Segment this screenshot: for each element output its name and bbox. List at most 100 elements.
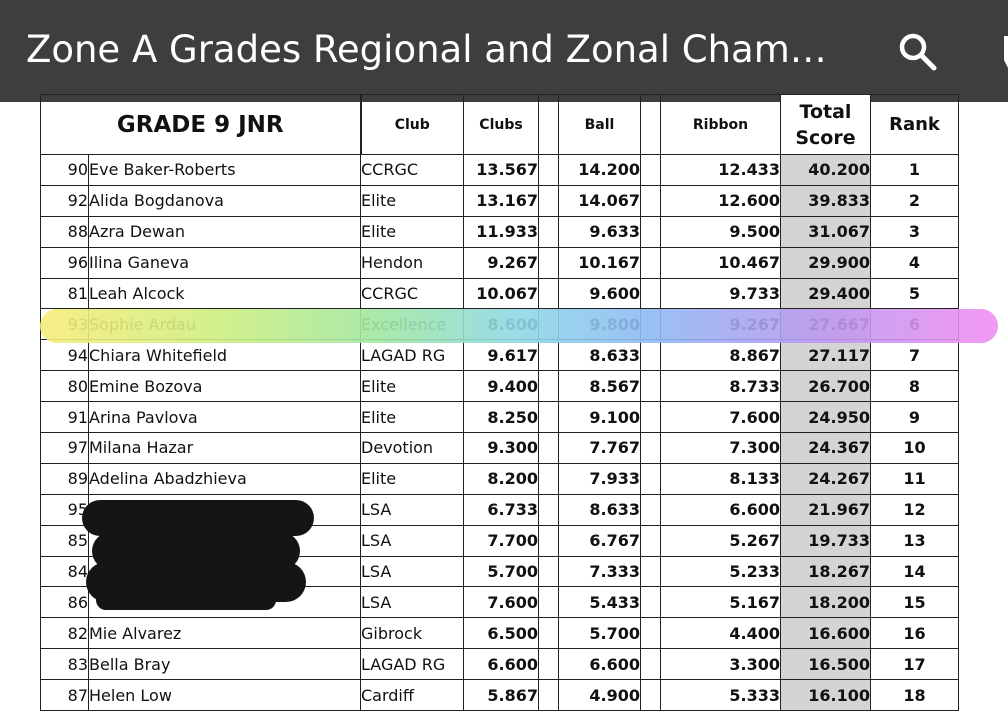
col-spacer	[538, 277, 559, 310]
ribbon-score: 5.167	[660, 586, 781, 619]
rank-value: 9	[870, 401, 959, 434]
col-spacer	[538, 370, 559, 403]
col-spacer	[640, 277, 661, 310]
total-score: 29.400	[780, 277, 871, 310]
table-row: 92 Alida Bogdanova Elite 13.167 14.067 12.600…	[40, 184, 959, 217]
col-spacer	[640, 94, 661, 155]
gymnast-name: Arina Pavlova	[88, 401, 361, 434]
clubs-score: 10.067	[463, 277, 539, 310]
col-spacer	[640, 432, 661, 464]
club-name: Gibrock	[360, 617, 464, 650]
total-score: 18.200	[780, 586, 871, 619]
ribbon-score: 12.600	[660, 184, 781, 217]
club-name: LSA	[360, 493, 464, 526]
results-table: GRADE 9 JNR Club Clubs Ball Ribbon Total…	[40, 94, 959, 712]
table-row: 89 Adelina Abadzhieva Elite 8.200 7.933 8.133…	[40, 462, 959, 495]
entry-number: 83	[40, 648, 89, 681]
club-name: LAGAD RG	[360, 648, 464, 681]
gymnast-name: Ilina Ganeva	[88, 246, 361, 279]
entry-number: 92	[40, 184, 89, 217]
col-spacer	[640, 648, 661, 681]
ball-score: 7.933	[558, 462, 641, 495]
gymnast-name: Leah Alcock	[88, 277, 361, 310]
clubs-score: 5.700	[463, 555, 539, 588]
clubs-score: 13.567	[463, 154, 539, 186]
ball-score: 6.767	[558, 524, 641, 557]
entry-number: 97	[40, 432, 89, 464]
entry-number: 88	[40, 215, 89, 248]
ribbon-score: 8.867	[660, 339, 781, 372]
club-name: Hendon	[360, 246, 464, 279]
gymnast-name: Chiara Whitefield	[88, 339, 361, 372]
col-spacer	[640, 555, 661, 588]
rank-value: 11	[870, 462, 959, 495]
table-row: 94 Chiara Whitefield LAGAD RG 9.617 8.633 8.8…	[40, 339, 959, 372]
col-club-header: Club	[360, 94, 464, 155]
gymnast-name: Milana Hazar	[88, 432, 361, 464]
ribbon-score: 8.133	[660, 462, 781, 495]
table-row: 90 Eve Baker-Roberts CCRGC 13.567 14.200 12.4…	[40, 154, 959, 186]
col-ribbon-header: Ribbon	[660, 94, 781, 155]
entry-number: 85	[40, 524, 89, 557]
app-bar: Zone A Grades Regional and Zonal Cham…	[0, 0, 1008, 102]
col-spacer	[640, 462, 661, 495]
gymnast-name: Adelina Abadzhieva	[88, 462, 361, 495]
ribbon-score: 5.333	[660, 679, 781, 712]
col-spacer	[538, 401, 559, 434]
clubs-score: 6.500	[463, 617, 539, 650]
col-spacer	[640, 246, 661, 279]
ball-score: 9.600	[558, 277, 641, 310]
col-spacer	[640, 215, 661, 248]
entry-number: 81	[40, 277, 89, 310]
table-row: 97 Milana Hazar Devotion 9.300 7.767 7.300 24.…	[40, 432, 959, 464]
col-spacer	[640, 524, 661, 557]
ribbon-score: 7.600	[660, 401, 781, 434]
document-title: Zone A Grades Regional and Zonal Cham…	[26, 28, 827, 71]
table-row: 96 Ilina Ganeva Hendon 9.267 10.167 10.467 29.…	[40, 246, 959, 279]
ball-score: 5.700	[558, 617, 641, 650]
rank-value: 5	[870, 277, 959, 310]
total-header-line2: Score	[795, 126, 856, 149]
col-spacer	[538, 432, 559, 464]
rank-value: 10	[870, 432, 959, 464]
col-spacer	[640, 339, 661, 372]
entry-number: 89	[40, 462, 89, 495]
rank-value: 2	[870, 184, 959, 217]
total-header-line1: Total	[799, 100, 852, 123]
clubs-score: 6.733	[463, 493, 539, 526]
total-score: 16.500	[780, 648, 871, 681]
entry-number: 91	[40, 401, 89, 434]
total-score: 24.367	[780, 432, 871, 464]
entry-number: 90	[40, 154, 89, 186]
col-total-header: Total Score	[780, 94, 871, 155]
total-score: 31.067	[780, 215, 871, 248]
col-spacer	[538, 215, 559, 248]
club-name: LSA	[360, 524, 464, 557]
table-row: 82 Mie Alvarez Gibrock 6.500 5.700 4.400 16.60…	[40, 617, 959, 650]
col-spacer	[640, 586, 661, 619]
ribbon-score: 5.267	[660, 524, 781, 557]
club-name: LSA	[360, 586, 464, 619]
clubs-score: 13.167	[463, 184, 539, 217]
col-spacer	[640, 154, 661, 186]
rank-value: 17	[870, 648, 959, 681]
club-name: Elite	[360, 184, 464, 217]
clubs-score: 8.250	[463, 401, 539, 434]
ribbon-score: 9.733	[660, 277, 781, 310]
col-spacer	[640, 401, 661, 434]
ribbon-score: 5.233	[660, 555, 781, 588]
search-icon[interactable]	[894, 28, 940, 74]
rank-value: 4	[870, 246, 959, 279]
total-score: 16.100	[780, 679, 871, 712]
ribbon-score: 6.600	[660, 493, 781, 526]
club-name: Devotion	[360, 432, 464, 464]
ball-score: 14.200	[558, 154, 641, 186]
ribbon-score: 4.400	[660, 617, 781, 650]
club-name: Elite	[360, 462, 464, 495]
pen-icon[interactable]	[990, 30, 1008, 74]
results-body: 90 Eve Baker-Roberts CCRGC 13.567 14.200 12.4…	[40, 154, 959, 712]
total-score: 26.700	[780, 370, 871, 403]
col-spacer	[538, 679, 559, 712]
gymnast-name: Emine Bozova	[88, 370, 361, 403]
table-row: 80 Emine Bozova Elite 9.400 8.567 8.733 26.700…	[40, 370, 959, 403]
